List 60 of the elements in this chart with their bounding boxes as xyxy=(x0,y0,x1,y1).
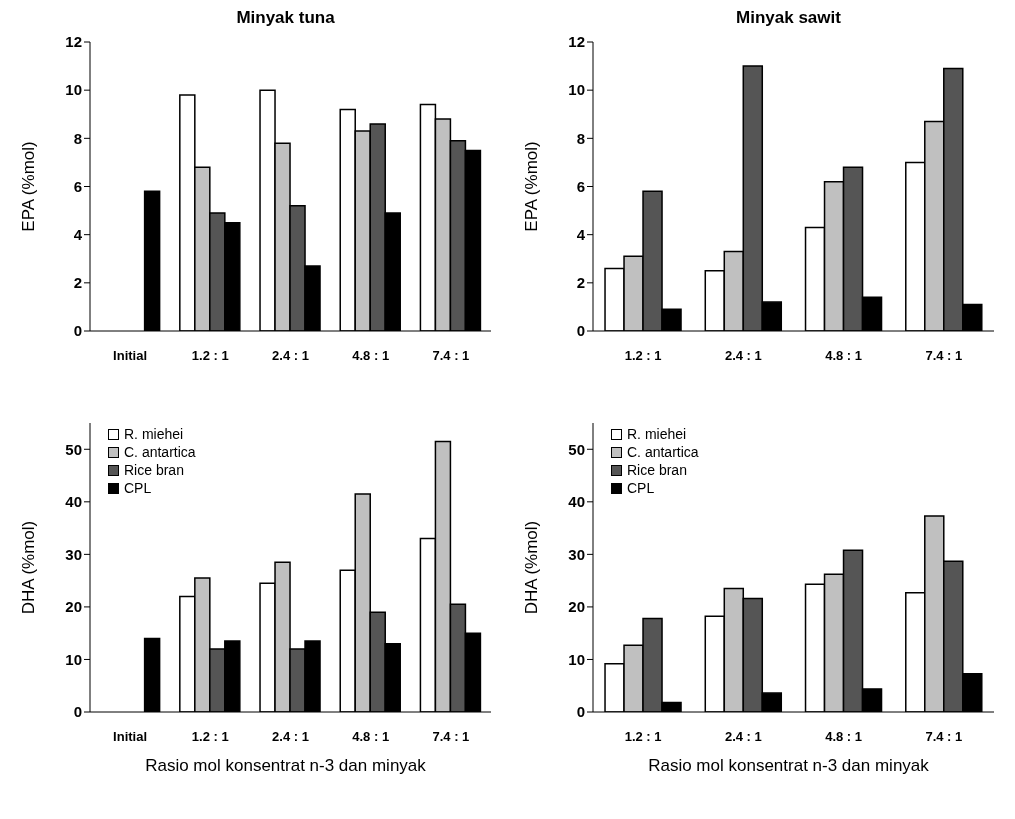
y-tick-label: 0 xyxy=(73,322,82,340)
y-tick-label: 0 xyxy=(576,322,585,340)
y-tick-label: 8 xyxy=(576,129,585,147)
legend-label: Rice bran xyxy=(627,461,687,479)
x-tick-label: 4.8 : 1 xyxy=(352,729,390,745)
legend-label: C. antartica xyxy=(124,443,196,461)
y-tick-label: 20 xyxy=(65,598,82,616)
y-tick-label: 12 xyxy=(568,33,585,51)
y-tick-label: 40 xyxy=(568,493,585,511)
x-tick-label: 1.2 : 1 xyxy=(191,729,229,745)
y-tick-label: 50 xyxy=(65,440,82,458)
x-tick-label: 4.8 : 1 xyxy=(352,348,390,364)
y-tick-label: 20 xyxy=(568,598,585,616)
x-tick-label: 1.2 : 1 xyxy=(191,348,229,364)
x-tick-label: 4.8 : 1 xyxy=(825,348,863,364)
x-tick-label: 2.4 : 1 xyxy=(724,348,762,364)
legend-label: R. miehei xyxy=(124,425,184,443)
x-axis-title: Rasio mol konsentrat n-3 dan minyak xyxy=(144,756,427,776)
y-tick-label: 2 xyxy=(73,274,82,292)
legend-label: CPL xyxy=(627,479,655,497)
y-axis-title: DHA (%mol) xyxy=(19,520,39,615)
y-axis-title: EPA (%mol) xyxy=(19,141,39,232)
x-tick-label: 1.2 : 1 xyxy=(624,729,662,745)
legend-label: C. antartica xyxy=(627,443,699,461)
x-axis-title: Rasio mol konsentrat n-3 dan minyak xyxy=(647,756,930,776)
y-tick-label: 4 xyxy=(73,225,83,243)
x-tick-label: 2.4 : 1 xyxy=(272,348,309,364)
x-tick-label: 2.4 : 1 xyxy=(272,729,309,745)
chart-title: Minyak sawit xyxy=(735,8,842,29)
y-tick-label: 30 xyxy=(568,545,585,563)
y-tick-label: 8 xyxy=(73,129,82,147)
chart-title: Minyak tuna xyxy=(235,8,336,29)
y-axis-title: DHA (%mol) xyxy=(522,520,542,615)
legend-label: CPL xyxy=(124,479,152,497)
y-tick-label: 4 xyxy=(576,225,586,243)
y-tick-label: 2 xyxy=(576,274,585,292)
y-tick-label: 30 xyxy=(65,545,82,563)
x-tick-label: 7.4 : 1 xyxy=(432,348,470,364)
x-tick-label: 7.4 : 1 xyxy=(925,348,963,364)
x-tick-label: 1.2 : 1 xyxy=(624,348,662,364)
x-tick-label: 2.4 : 1 xyxy=(724,729,762,745)
legend-label: Rice bran xyxy=(124,461,184,479)
x-tick-label: Initial xyxy=(113,348,148,364)
legend-label: R. miehei xyxy=(627,425,687,443)
y-tick-label: 10 xyxy=(568,650,585,668)
y-tick-label: 6 xyxy=(73,177,82,195)
y-tick-label: 10 xyxy=(568,81,585,99)
y-axis-title: EPA (%mol) xyxy=(522,141,542,232)
x-tick-label: 4.8 : 1 xyxy=(825,729,863,745)
y-tick-label: 0 xyxy=(73,703,82,721)
y-tick-label: 10 xyxy=(65,81,82,99)
y-tick-label: 6 xyxy=(576,177,585,195)
x-tick-label: Initial xyxy=(113,729,148,745)
y-tick-label: 12 xyxy=(65,33,82,51)
y-tick-label: 50 xyxy=(568,440,585,458)
x-tick-label: 7.4 : 1 xyxy=(432,729,470,745)
x-tick-label: 7.4 : 1 xyxy=(925,729,963,745)
y-tick-label: 10 xyxy=(65,650,82,668)
y-tick-label: 40 xyxy=(65,493,82,511)
y-tick-label: 0 xyxy=(576,703,585,721)
